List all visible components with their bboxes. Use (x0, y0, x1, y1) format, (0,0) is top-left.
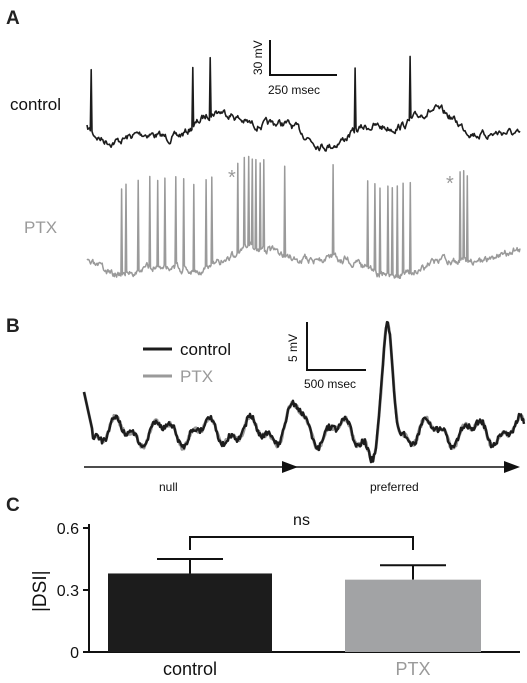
y-tick-label: 0.3 (57, 583, 79, 600)
panel-c-letter: C (6, 495, 20, 516)
panel-b-control-trace (82, 320, 526, 464)
y-tick-label: 0 (70, 645, 79, 662)
preferred-direction-label: preferred (370, 480, 419, 494)
panel-b-legend-ptx-label: PTX (180, 367, 213, 386)
panel-a-ptx-label: PTX (24, 218, 57, 237)
panel-a-asterisk-2: * (446, 173, 454, 195)
x-tick-label: PTX (395, 659, 430, 679)
panel-a-letter: A (6, 8, 20, 29)
preferred-direction-arrowhead (504, 461, 520, 473)
null-direction-arrowhead (282, 461, 298, 473)
x-tick-label: control (163, 659, 217, 679)
panel-a-scalebar (269, 40, 337, 76)
panel-b-letter: B (6, 316, 20, 337)
significance-bracket (189, 536, 414, 550)
panel-a-asterisk-1: * (228, 167, 236, 189)
panel-a-scalebar-x-label: 250 msec (268, 83, 320, 97)
panel-b-scalebar-y-label: 5 mV (286, 334, 300, 362)
dsi-bar-chart: 0 0.3 0.6 |DSI| control PTX ns (30, 512, 520, 679)
null-direction-label: null (159, 480, 178, 494)
panel-b-scalebar-x-label: 500 msec (304, 377, 356, 391)
bar-control (108, 573, 272, 652)
bar-ptx (345, 579, 481, 652)
y-axis-label: |DSI| (30, 570, 51, 612)
panel-a-control-label: control (10, 95, 61, 114)
panel-a-scalebar-y-label: 30 mV (251, 40, 265, 75)
panel-a-ptx-trace (86, 155, 521, 280)
panel-b-scalebar (306, 322, 366, 371)
panel-a-control-trace (86, 55, 521, 152)
y-tick-label: 0.6 (57, 521, 79, 538)
significance-label: ns (293, 512, 310, 529)
panel-b-legend-control-label: control (180, 340, 231, 359)
